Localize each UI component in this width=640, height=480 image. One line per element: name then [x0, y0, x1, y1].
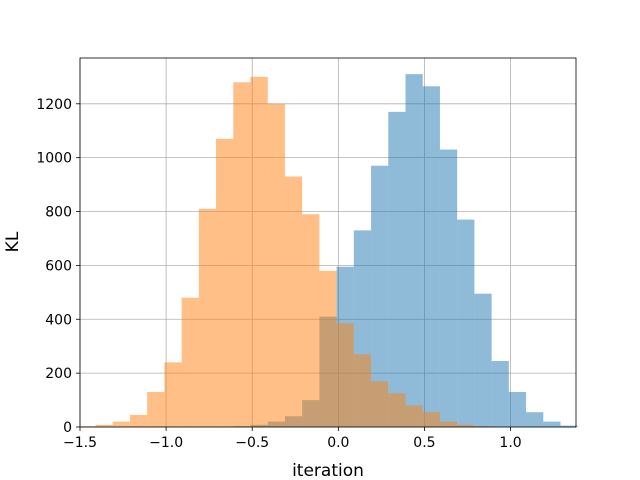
histogram-bar-series-2 — [457, 424, 475, 427]
x-tick-label: −0.5 — [235, 435, 269, 451]
histogram-bar-series-1 — [371, 165, 389, 427]
histogram-bar-series-2 — [474, 426, 492, 427]
histogram-bar-series-2 — [371, 381, 389, 427]
histogram-bar-series-2 — [336, 323, 354, 427]
histogram-bar-series-2 — [267, 103, 285, 427]
y-axis-ticks: 0 200 400 600 800 1000 1200 — [36, 97, 80, 436]
histogram-bar-series-1 — [474, 293, 492, 427]
y-tick-label: 1000 — [36, 151, 72, 167]
histogram-bar-series-2 — [422, 412, 440, 427]
histogram-bar-series-2 — [81, 426, 96, 427]
x-axis-ticks: −1.5 −1.0 −0.5 0.0 0.5 1.0 — [63, 427, 522, 451]
histogram-bar-series-1 — [405, 74, 423, 427]
histogram-bar-series-2 — [250, 76, 268, 428]
x-tick-label: −1.5 — [63, 435, 97, 451]
histogram-bar-series-2 — [95, 424, 113, 427]
histogram-bar-series-2 — [284, 176, 303, 427]
histogram-bar-series-2 — [216, 138, 234, 427]
histogram-bar-series-2 — [198, 208, 217, 427]
histogram-bar-series-2 — [164, 362, 182, 427]
y-tick-label: 0 — [63, 420, 72, 436]
histogram-bar-series-1 — [526, 412, 544, 427]
y-axis-label: KL — [3, 231, 23, 252]
y-tick-label: 600 — [45, 258, 72, 274]
histogram-bar-series-1 — [422, 86, 440, 428]
histogram-bar-series-2 — [405, 405, 423, 427]
histogram-bar-series-2 — [129, 414, 148, 427]
y-tick-label: 800 — [45, 205, 72, 221]
histogram-bars — [81, 74, 578, 428]
histogram-bar-series-1 — [543, 421, 561, 427]
x-tick-label: −1.0 — [149, 435, 183, 451]
plot-frame — [79, 57, 577, 428]
histogram-bar-series-2 — [388, 393, 406, 427]
y-tick-label: 1200 — [36, 97, 72, 113]
histogram-bar-series-1 — [508, 391, 527, 427]
x-tick-label: 0.5 — [413, 435, 435, 451]
histogram-bar-series-1 — [560, 425, 578, 427]
x-axis-label: iteration — [292, 461, 364, 480]
histogram-bar-series-2 — [233, 82, 251, 427]
histogram-bar-series-2 — [439, 421, 458, 427]
histogram-bar-series-2 — [353, 354, 372, 427]
histogram-bar-series-2 — [147, 391, 165, 427]
histogram-bar-series-2 — [302, 214, 320, 427]
histogram-bar-series-2 — [181, 297, 199, 427]
histogram-bar-series-1 — [457, 219, 475, 427]
histogram-bar-series-2 — [112, 421, 130, 427]
x-tick-label: 1.0 — [499, 435, 521, 451]
y-tick-label: 200 — [45, 366, 72, 382]
x-tick-label: 0.0 — [327, 435, 349, 451]
y-tick-label: 400 — [45, 312, 72, 328]
histogram-bar-series-1 — [491, 361, 509, 427]
histogram-bar-series-2 — [319, 270, 337, 427]
histogram-bar-series-1 — [439, 149, 458, 427]
histogram-bar-series-1 — [388, 111, 406, 427]
